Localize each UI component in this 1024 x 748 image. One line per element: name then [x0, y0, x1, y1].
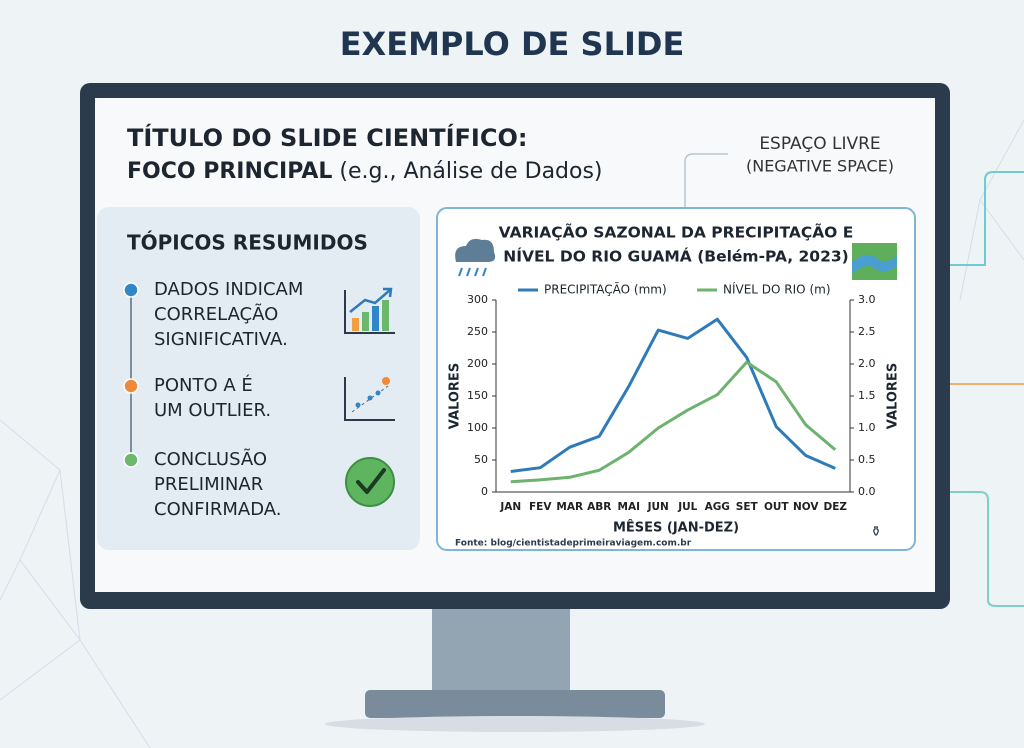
background-network [0, 119, 1024, 748]
topics-panel [97, 207, 420, 550]
monitor-shadow [325, 716, 705, 732]
subtitle-bold: FOCO PRINCIPAL [127, 159, 332, 184]
rain-icon [455, 238, 496, 277]
y-tick-label: 300 [467, 293, 488, 306]
x-tick-label: MAR [556, 501, 583, 513]
bar-chart-icon [344, 287, 395, 334]
source: Fonte: blog/cientistadeprimeiraviagem.co… [455, 539, 692, 549]
topic-line: CONFIRMADA. [154, 499, 281, 520]
x-tick-label: AGG [705, 501, 730, 513]
x-axis-label: MÊSES (JAN-DEZ) [613, 520, 739, 536]
negative-space-sub: (NEGATIVE SPACE) [746, 157, 894, 176]
series-line [510, 360, 837, 484]
y-tick-label: 250 [467, 325, 488, 338]
topic-line: CORRELAÇÃO [154, 303, 278, 325]
x-tick-label: DEZ [823, 501, 847, 513]
chart: VARIAÇÃO SAZONAL DA PRECIPITAÇÃO E NÍVEL … [448, 223, 901, 536]
y-tick-label: 100 [467, 421, 488, 434]
y2-tick-label: 2.0 [858, 357, 876, 370]
y2-tick-label: 1.0 [858, 421, 876, 434]
chart-panel [436, 207, 916, 551]
x-tick-label: FEV [529, 501, 552, 513]
scatter-icon [344, 377, 395, 421]
monitor-neck [432, 609, 570, 691]
x-tick-label: OUT [764, 501, 789, 513]
y-tick-label: 150 [467, 389, 488, 402]
x-tick-label: JUL [677, 501, 697, 513]
x-tick-label: ABR [587, 501, 611, 513]
legend-label: NÍVEL DO RIO (m) [723, 282, 831, 297]
y-tick-label: 0 [481, 485, 488, 498]
subtitle-rest: (e.g., Análise de Dados) [332, 159, 602, 184]
topic-line: SIGNIFICATIVA. [154, 329, 288, 350]
y2-tick-label: 0.5 [858, 453, 876, 466]
topic-line: CONCLUSÃO [154, 448, 267, 470]
page-title: EXEMPLO DE SLIDE [340, 25, 685, 63]
chart-title: NÍVEL DO RIO GUAMÁ (Belém-PA, 2023) [503, 247, 849, 266]
y2-tick-label: 2.5 [858, 325, 876, 338]
tool-icon: ⚱ [870, 524, 882, 540]
x-tick-label: NOV [793, 501, 819, 513]
y2-tick-label: 0.0 [858, 485, 876, 498]
y-tick-label: 200 [467, 357, 488, 370]
topics-list: DADOS INDICAM CORRELAÇÃO SIGNIFICATIVA. PON… [154, 279, 303, 520]
topics-heading: TÓPICOS RESUMIDOS [127, 231, 368, 255]
x-tick-label: SET [736, 501, 759, 513]
x-tick-label: JAN [499, 501, 521, 513]
y-axis-label: VALORES [448, 363, 463, 429]
topic-line: PRELIMINAR [154, 474, 263, 495]
series-line [510, 317, 836, 474]
y-tick-label: 50 [474, 453, 488, 466]
x-tick-label: MAI [618, 501, 640, 513]
negative-space-label: ESPAÇO LIVRE [759, 134, 880, 154]
topic-dot [123, 452, 139, 468]
topic-dot [123, 378, 139, 394]
topic-line: DADOS INDICAM [154, 279, 303, 300]
slide-subtitle: FOCO PRINCIPAL (e.g., Análise de Dados) [127, 159, 603, 184]
check-icon [345, 457, 395, 507]
topic-dot [123, 282, 139, 298]
y2-tick-label: 1.5 [858, 389, 876, 402]
monitor-base [365, 690, 665, 718]
topic-line: UM OUTLIER. [154, 400, 271, 421]
legend-label: PRECIPITAÇÃO (mm) [544, 282, 667, 297]
topic-line: PONTO A É [154, 374, 253, 396]
negative-space-connector [684, 153, 728, 208]
river-icon [852, 243, 897, 280]
y2-tick-label: 3.0 [858, 293, 876, 306]
slide-title: TÍTULO DO SLIDE CIENTÍFICO: [127, 123, 527, 152]
chart-title: VARIAÇÃO SAZONAL DA PRECIPITAÇÃO E [499, 223, 854, 242]
y2-axis-label: VALORES [886, 363, 901, 429]
x-tick-label: JUN [647, 501, 669, 513]
